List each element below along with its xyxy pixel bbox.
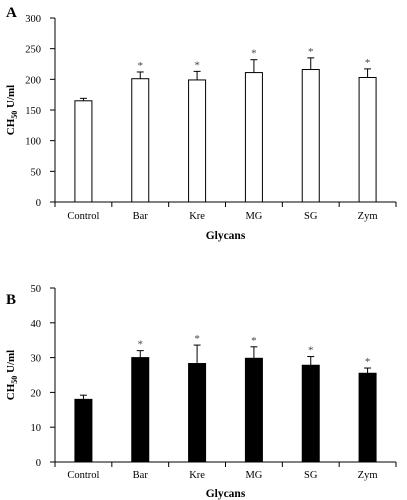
category-label: SG bbox=[304, 211, 318, 222]
y-axis-title: CH50 U/ml bbox=[5, 350, 19, 400]
significance-marker: * bbox=[251, 48, 257, 60]
y-tick-label: 0 bbox=[36, 198, 41, 209]
y-tick-label: 0 bbox=[36, 458, 41, 469]
significance-marker: * bbox=[194, 333, 200, 345]
category-label: MG bbox=[245, 470, 262, 481]
bar-mg bbox=[244, 357, 263, 463]
category-label: Control bbox=[67, 470, 99, 481]
significance-marker: * bbox=[251, 335, 257, 347]
y-tick-label: 150 bbox=[25, 106, 41, 117]
y-axis-title-subscript: 50 bbox=[10, 376, 19, 384]
significance-marker: * bbox=[194, 59, 200, 71]
y-tick-label: 40 bbox=[31, 319, 42, 330]
bar-zym bbox=[358, 76, 377, 203]
category-label: MG bbox=[245, 211, 262, 222]
y-axis-title-unit: U/ml bbox=[5, 350, 17, 376]
y-tick-label: 50 bbox=[31, 167, 42, 178]
x-axis-title: Glycans bbox=[206, 230, 246, 242]
y-tick-label: 100 bbox=[25, 137, 41, 148]
panel-label: A bbox=[6, 5, 17, 21]
bar-sg bbox=[301, 69, 320, 203]
significance-marker: * bbox=[138, 60, 144, 72]
panel-label: B bbox=[6, 292, 16, 308]
y-axis-title-subscript: 50 bbox=[10, 111, 19, 119]
bar-bar bbox=[131, 78, 150, 203]
y-tick-label: 30 bbox=[31, 354, 42, 365]
category-label: Bar bbox=[133, 211, 149, 222]
y-axis-title-main: CH bbox=[5, 118, 17, 135]
y-axis-title-unit: U/ml bbox=[5, 85, 17, 111]
category-label: Kre bbox=[189, 211, 205, 222]
y-tick-label: 200 bbox=[25, 75, 41, 86]
category-label: Zym bbox=[358, 211, 378, 222]
category-label: Zym bbox=[358, 470, 378, 481]
significance-marker: * bbox=[365, 356, 371, 368]
chart-panel-a: A 0 50 100 150 200 250 300 Control * Bar * Kre * MG * SG… bbox=[5, 5, 397, 242]
bar-mg bbox=[244, 72, 263, 203]
significance-marker: * bbox=[308, 345, 314, 357]
bar-sg bbox=[301, 364, 320, 463]
significance-marker: * bbox=[365, 57, 371, 69]
bar-control bbox=[74, 398, 93, 463]
bar-zym bbox=[358, 372, 377, 463]
category-label: Control bbox=[67, 211, 99, 222]
y-axis-title: CH50 U/ml bbox=[5, 85, 19, 135]
category-label: Kre bbox=[189, 470, 205, 481]
chart-panel-b: B 0 10 20 30 40 50 Control * Bar * Kre * MG * SG * Zym Gly… bbox=[5, 284, 397, 500]
significance-marker: * bbox=[138, 339, 144, 351]
category-label: SG bbox=[304, 470, 318, 481]
bar-kre bbox=[188, 79, 207, 203]
x-axis-title: Glycans bbox=[206, 488, 246, 500]
significance-marker: * bbox=[308, 46, 314, 58]
bar-bar bbox=[131, 357, 150, 463]
y-tick-label: 300 bbox=[25, 14, 41, 25]
category-label: Bar bbox=[133, 470, 149, 481]
y-tick-label: 50 bbox=[31, 284, 42, 295]
bar-kre bbox=[188, 363, 207, 463]
y-tick-label: 10 bbox=[31, 423, 42, 434]
bar-control bbox=[74, 100, 93, 203]
y-tick-label: 20 bbox=[31, 388, 42, 399]
y-axis-title-main: CH bbox=[5, 383, 17, 400]
y-tick-label: 250 bbox=[25, 45, 41, 56]
